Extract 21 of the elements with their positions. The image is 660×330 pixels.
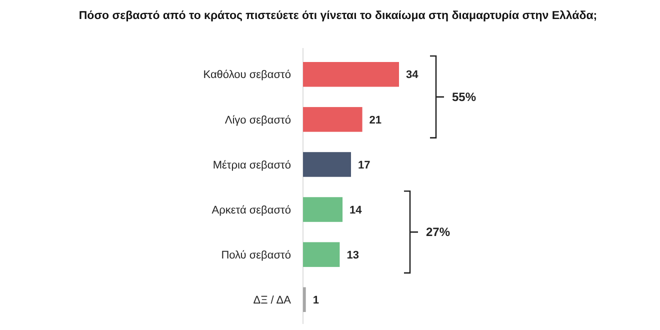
data-label: 21 — [369, 114, 382, 126]
y-tick-label: ΔΞ / ΔΑ — [253, 294, 292, 306]
y-tick-label: Αρκετά σεβαστό — [212, 204, 291, 216]
y-tick-label: Καθόλου σεβαστό — [203, 69, 291, 82]
chart-title: Πόσο σεβαστό από το κράτος πιστεύετε ότι γίνεται το δικαίωμα στη διαμαρτυρία στην Ελλάδα; — [78, 10, 598, 22]
data-label: 13 — [346, 249, 359, 262]
data-label: 34 — [406, 69, 420, 82]
data-label: 17 — [358, 159, 370, 172]
text: 27% — [426, 225, 450, 240]
text: 55% — [452, 90, 476, 104]
data-label: 14 — [350, 204, 363, 216]
bar — [303, 287, 306, 312]
y-tick-label: Μέτρια σεβαστό — [212, 159, 291, 172]
bar — [303, 62, 399, 87]
y-tick-label: Πολύ σεβαστό — [221, 249, 291, 262]
y-tick-label: Λίγο σεβαστό — [224, 114, 291, 126]
bar — [303, 197, 343, 222]
bar — [303, 152, 351, 177]
bar — [303, 107, 362, 132]
bar — [303, 242, 340, 267]
data-label: 1 — [312, 294, 319, 306]
